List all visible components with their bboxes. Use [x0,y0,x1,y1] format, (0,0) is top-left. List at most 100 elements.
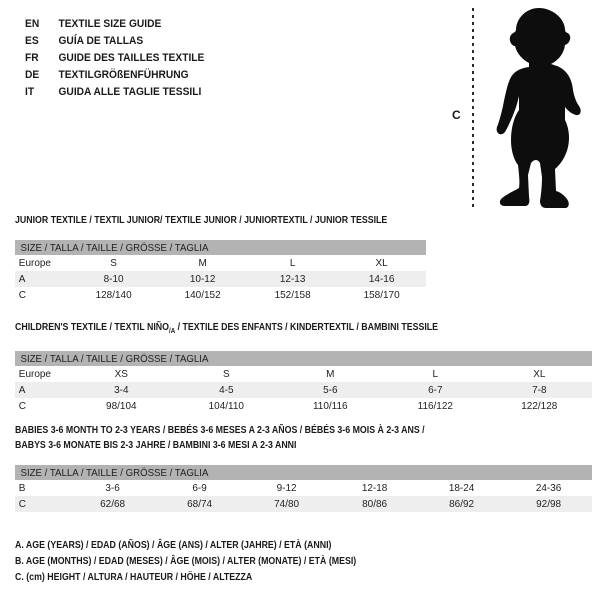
row-label: Europe [18,368,51,380]
table-cell: 86/92 [448,498,474,510]
table-rows: Europe S M L XL A 8-10 10-12 12-13 14-16 C 128/140 1… [15,255,426,303]
lang-row-de: DE TEXTILGRÖßENFÜHRUNG [25,67,204,84]
row-label: B [18,482,26,494]
table-cell: 7-8 [532,384,547,396]
height-measure-dashed-line [472,8,474,208]
title-text: JUNIOR TEXTILE / TEXTIL JUNIOR/ TEXTILE … [15,215,388,226]
table-cell: S [222,368,230,380]
table-cell: 5-6 [323,384,338,396]
table-cell: 128/140 [95,289,132,301]
table-row: A 8-10 10-12 12-13 14-16 [15,271,426,287]
lang-title: GUÍA DE TALLAS [58,35,144,47]
row-label: A [18,384,26,396]
height-measure-label: C [452,108,461,122]
table-cell: 9-12 [276,482,297,494]
table-title-line: CHILDREN'S TEXTILE / TEXTIL NIÑO/A / TEX… [15,320,523,339]
row-label: C [18,400,27,412]
table-cell: 12-13 [279,273,305,285]
table-row: C 62/68 68/74 74/80 80/86 86/92 92/98 [15,496,592,512]
lang-code: FR [25,52,39,64]
table-title: JUNIOR TEXTILE / TEXTIL JUNIOR/ TEXTILE … [15,213,387,228]
legend-notes: A. AGE (YEARS) / EDAD (AÑOS) / ÂGE (ANS)… [15,538,403,586]
title-text: / TEXTILE DES ENFANTS / KINDERTEXTIL / B… [175,322,439,333]
table-cell: L [432,368,438,380]
table-rows: Europe XS S M L XL A 3-4 4-5 5-6 6-7 7-8 C 98/104 104/… [15,366,592,414]
lang-code: EN [25,18,40,30]
size-header-label: SIZE / TALLA / TAILLE / GRÖSSE / TAGLIA [20,352,209,365]
table-title-line: BABIES 3-6 MONTH TO 2-3 YEARS / BEBÉS 3-… [15,423,523,438]
table-cell: 24-36 [535,482,562,494]
table-cell: 10-12 [190,273,216,285]
table-row: B 3-6 6-9 9-12 12-18 18-24 24-36 [15,480,592,496]
table-title-line: BABYS 3-6 MONATE BIS 2-3 JAHRE / BAMBINI… [15,438,523,453]
lang-row-fr: FR GUIDE DES TAILLES TEXTILE [25,50,204,67]
lang-title: GUIDA ALLE TAGLIE TESSILI [58,86,202,98]
note-age-years: A. AGE (YEARS) / EDAD (AÑOS) / ÂGE (ANS)… [15,540,332,551]
lang-row-it: IT GUIDA ALLE TAGLIE TESSILI [25,84,204,101]
lang-code: ES [25,35,39,47]
table-cell: 140/152 [184,289,221,301]
table-title-line: JUNIOR TEXTILE / TEXTIL JUNIOR/ TEXTILE … [15,213,387,228]
lang-row-es: ES GUÍA DE TALLAS [25,33,204,50]
row-label: C [18,289,27,301]
size-header-bar: SIZE / TALLA / TAILLE / GRÖSSE / TAGLIA [15,240,426,255]
table-cell: 12-18 [361,482,387,494]
table-cell: XS [114,368,128,380]
table-cell: 116/122 [417,400,453,412]
table-cell: 98/104 [106,400,137,412]
babies-textile-table: BABIES 3-6 MONTH TO 2-3 YEARS / BEBÉS 3-… [15,423,592,512]
junior-textile-table: JUNIOR TEXTILE / TEXTIL JUNIOR/ TEXTILE … [15,213,426,303]
note-height-cm: C. (cm) HEIGHT / ALTURA / HAUTEUR / HÖHE… [15,572,253,583]
table-cell: XL [533,368,546,380]
lang-title: GUIDE DES TAILLES TEXTILE [58,52,205,64]
toddler-silhouette-icon [496,8,581,208]
row-label: C [18,498,27,510]
lang-code: IT [25,86,35,98]
table-cell: L [289,257,295,269]
table-cell: 8-10 [103,273,124,285]
language-title-list: EN TEXTILE SIZE GUIDE ES GUÍA DE TALLAS … [25,16,218,101]
table-cell: 3-4 [114,384,129,396]
table-cell: M [198,257,208,269]
table-rows: B 3-6 6-9 9-12 12-18 18-24 24-36 C 62/68 68/74 74/… [15,480,592,512]
table-row: Europe S M L XL [15,255,426,271]
table-cell: 18-24 [448,482,475,494]
lang-row-en: EN TEXTILE SIZE GUIDE [25,16,204,33]
lang-code: DE [25,69,40,81]
table-title: CHILDREN'S TEXTILE / TEXTIL NIÑO/A / TEX… [15,320,523,339]
row-label: A [18,273,26,285]
title-text: BABIES 3-6 MONTH TO 2-3 YEARS / BEBÉS 3-… [15,425,425,436]
table-cell: S [110,257,117,269]
note-age-months: B. AGE (MONTHS) / EDAD (MESES) / ÂGE (MO… [15,556,357,567]
table-cell: 80/86 [361,498,387,510]
table-row: C 128/140 140/152 152/158 158/170 [15,287,426,303]
table-cell: M [326,368,335,380]
table-cell: 122/128 [521,400,558,412]
row-label: Europe [18,257,51,269]
size-header-bar: SIZE / TALLA / TAILLE / GRÖSSE / TAGLIA [15,465,592,480]
table-cell: 152/158 [274,289,311,301]
title-subscript: /A [168,328,176,335]
table-title: BABIES 3-6 MONTH TO 2-3 YEARS / BEBÉS 3-… [15,423,523,453]
table-cell: 68/74 [187,498,213,510]
table-cell: 74/80 [274,498,300,510]
title-text: CHILDREN'S TEXTILE / TEXTIL NIÑO [15,322,169,333]
table-cell: XL [375,257,388,269]
table-cell: 3-6 [105,482,120,494]
table-cell: 62/68 [100,498,126,510]
size-header-label: SIZE / TALLA / TAILLE / GRÖSSE / TAGLIA [20,241,209,254]
table-row: C 98/104 104/110 110/116 116/122 122/128 [15,398,592,414]
table-row: Europe XS S M L XL [15,366,592,382]
table-cell: 92/98 [535,498,561,510]
table-row: A 3-4 4-5 5-6 6-7 7-8 [15,382,592,398]
table-cell: 110/116 [313,400,348,412]
table-cell: 4-5 [218,384,234,396]
title-text: BABYS 3-6 MONATE BIS 2-3 JAHRE / BAMBINI… [15,440,297,451]
table-cell: 6-9 [192,482,207,494]
lang-title: TEXTILGRÖßENFÜHRUNG [58,69,189,81]
table-cell: 14-16 [368,273,395,285]
childrens-textile-table: CHILDREN'S TEXTILE / TEXTIL NIÑO/A / TEX… [15,320,592,414]
lang-title: TEXTILE SIZE GUIDE [58,18,162,30]
table-cell: 104/110 [208,400,244,412]
